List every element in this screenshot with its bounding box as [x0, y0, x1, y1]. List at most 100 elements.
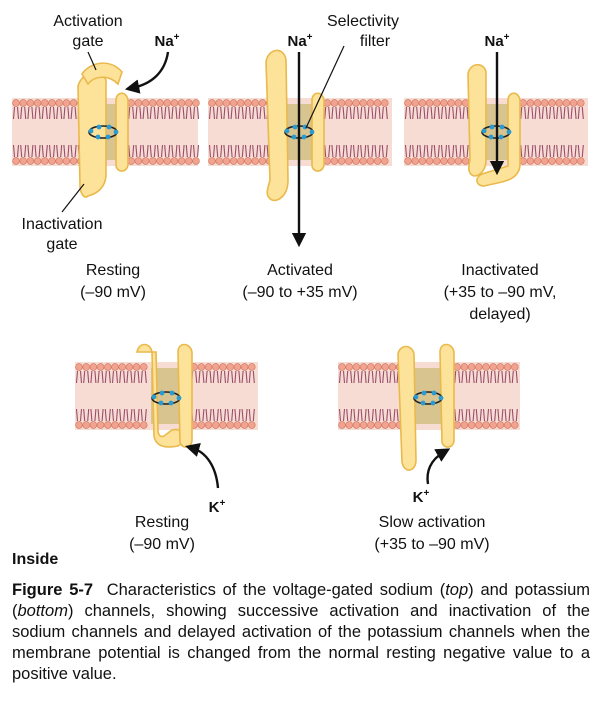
lipid-head: [118, 363, 126, 371]
lipid-head: [337, 157, 346, 165]
lipid-head: [62, 157, 71, 165]
lipid-tail: [90, 370, 97, 384]
lipid-head: [374, 363, 382, 371]
lipid-head: [132, 363, 141, 371]
lipid-tail: [541, 144, 548, 158]
lipid-tail: [497, 370, 504, 384]
lipid-head: [226, 421, 234, 429]
lipid-tail: [374, 370, 382, 384]
membrane-k-resting: [75, 362, 258, 430]
lipid-head: [411, 99, 419, 107]
lipid-tail: [212, 408, 219, 422]
lipid-head: [367, 363, 375, 371]
lipid-tail: [346, 370, 353, 384]
lipid-tail: [338, 144, 345, 158]
lipid-head: [388, 363, 397, 371]
inactivation-gate-label-line2: gate: [46, 236, 77, 253]
selectivity-filter-label-line2: filter: [360, 33, 391, 50]
lipid-head: [475, 363, 483, 371]
lipid-head: [197, 421, 206, 429]
lipid-tail: [490, 370, 497, 384]
lipid-head: [12, 99, 20, 107]
lipid-tail: [324, 106, 331, 120]
lipid-head: [433, 99, 441, 107]
lipid-head: [404, 157, 412, 165]
na-activated-right-subunit: [311, 92, 325, 172]
lipid-tail: [205, 408, 212, 422]
lipid-tail: [230, 144, 237, 158]
lipid-head: [192, 99, 200, 107]
lipid-head: [219, 363, 227, 371]
lipid-head: [134, 157, 143, 165]
activation-gate-label-line1: Activation: [53, 13, 122, 30]
filter-dot: [430, 400, 436, 406]
lipid-tail: [382, 370, 389, 384]
membrane-k-slow: [338, 362, 520, 430]
inactivation-gate-label-line1: Inactivation: [22, 216, 103, 233]
lipid-tail: [164, 106, 171, 120]
filter-dot: [301, 134, 307, 140]
lipid-head: [55, 157, 63, 165]
lipid-tail: [223, 144, 230, 158]
lipid-head: [204, 363, 213, 371]
lipid-head: [373, 157, 382, 165]
lipid-tail: [511, 408, 518, 422]
lipid-tail: [520, 106, 527, 120]
lipid-tail: [520, 144, 527, 158]
lipid-tail: [171, 144, 178, 158]
lipid-tail: [548, 144, 556, 158]
lipid-head: [461, 157, 470, 165]
lipid-tail: [198, 408, 205, 422]
lipid-tail: [511, 370, 518, 384]
lipid-head: [111, 363, 119, 371]
lipid-tail: [63, 144, 70, 158]
lipid-head: [482, 363, 490, 371]
lipid-head: [140, 363, 148, 371]
lipid-head: [132, 421, 141, 429]
lipid-head: [212, 421, 220, 429]
k-resting-right-subunit: [177, 343, 193, 448]
lipid-head: [104, 363, 112, 371]
lipid-tail: [374, 106, 381, 120]
lipid-tail: [563, 144, 570, 158]
na-ion-label-activated: Na+: [287, 32, 312, 50]
lipid-head: [367, 421, 375, 429]
lipid-head: [352, 363, 361, 371]
lipid-head: [125, 421, 134, 429]
lipid-head: [404, 99, 412, 107]
lipid-tail: [27, 106, 34, 120]
lipid-head: [26, 99, 35, 107]
lipid-tail: [135, 106, 142, 120]
lipid-head: [454, 99, 463, 107]
activation-gate-label-line2: gate: [72, 33, 103, 50]
lipid-tail: [48, 106, 56, 120]
k-slow-left-subunit: [397, 345, 417, 471]
lipid-head: [533, 99, 542, 107]
lipid-tail: [171, 106, 178, 120]
caption-bottom: bottom: [17, 602, 68, 620]
lipid-tail: [389, 370, 396, 384]
lipid-tail: [119, 408, 126, 422]
lipid-head: [75, 363, 83, 371]
lipid-head: [352, 421, 361, 429]
lipid-tail: [20, 144, 27, 158]
lipid-tail: [504, 370, 511, 384]
lipid-tail: [135, 144, 142, 158]
lipid-head: [229, 99, 238, 107]
lipid-tail: [208, 106, 216, 120]
na-ion-label-inactivated: Na+: [484, 32, 509, 50]
gate-layer: [77, 49, 521, 471]
lipid-tail: [241, 408, 248, 422]
lipid-head: [562, 99, 571, 107]
lipid-head: [548, 157, 556, 165]
lipid-head: [215, 157, 223, 165]
figure-caption: Figure 5-7 Characteristics of the voltag…: [12, 580, 590, 685]
lipid-tail: [353, 408, 360, 422]
lipid-head: [156, 157, 164, 165]
caption-top: top: [445, 581, 469, 599]
lipid-tail: [412, 106, 419, 120]
caption-text-3: ) channels, showing successive activatio…: [12, 602, 590, 683]
lipid-head: [41, 99, 49, 107]
lipid-head: [433, 157, 441, 165]
lipid-tail: [367, 370, 374, 384]
